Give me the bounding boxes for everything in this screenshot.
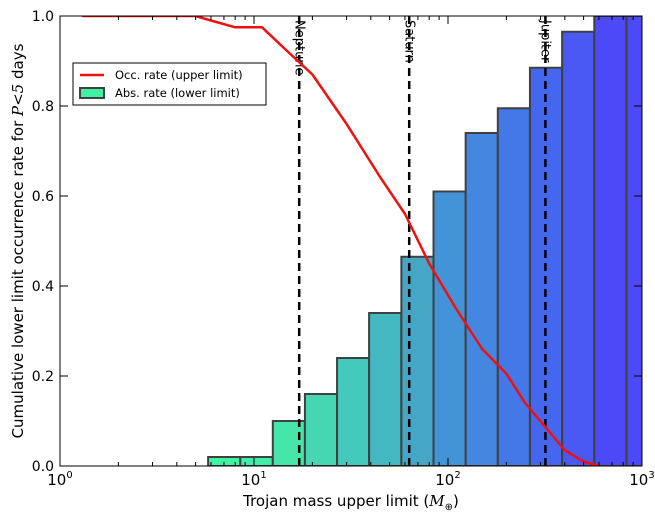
histogram-bar <box>496 107 531 466</box>
y-axis-label: Cumulative lower limit occurrence rate f… <box>9 43 27 438</box>
histogram-bar <box>561 30 596 466</box>
x-tick-label: 103 <box>629 470 654 489</box>
x-tick-label: 101 <box>241 470 266 489</box>
legend-box <box>72 62 267 106</box>
planet-label: Neptune <box>291 20 306 76</box>
x-tick-labels: 100 101 102 103 <box>47 470 654 489</box>
histogram-bar <box>432 190 467 466</box>
y-tick-label: 0.8 <box>32 99 54 115</box>
histogram-bar <box>303 393 339 466</box>
y-tick-label: 0.6 <box>32 189 54 205</box>
planet-label: Jupiter <box>538 19 553 63</box>
y-tick-label: 0.2 <box>32 369 54 385</box>
x-axis-label: Trojan mass upper limit (M⊕) <box>242 492 459 513</box>
y-tick-label: 0.0 <box>32 459 54 475</box>
y-tick-label: 1.0 <box>32 9 54 25</box>
legend-bar-label: Abs. rate (lower limit) <box>115 86 240 100</box>
x-tick-label: 100 <box>47 470 72 489</box>
histogram-bar <box>593 16 628 466</box>
occurrence-rate-line-group <box>82 16 600 466</box>
planet-label: Saturn <box>401 20 416 63</box>
histogram-bar <box>625 16 642 466</box>
histogram-bar <box>368 312 403 466</box>
histogram-bar <box>400 255 435 466</box>
y-tick-labels: 0.0 0.2 0.4 0.6 0.8 1.0 <box>32 9 54 475</box>
histogram-bar <box>464 132 499 466</box>
y-tick-label: 0.4 <box>32 279 54 295</box>
legend-bar-swatch <box>79 87 105 99</box>
legend-line-label: Occ. rate (upper limit) <box>115 68 243 82</box>
legend: Occ. rate (upper limit) Abs. rate (lower… <box>72 62 267 106</box>
planet-reference-lines: Neptune Saturn Jupiter <box>291 16 553 466</box>
histogram-bar <box>336 357 371 466</box>
occurrence-rate-line <box>82 16 600 466</box>
plot-frame <box>59 15 643 467</box>
x-tick-label: 102 <box>435 470 460 489</box>
